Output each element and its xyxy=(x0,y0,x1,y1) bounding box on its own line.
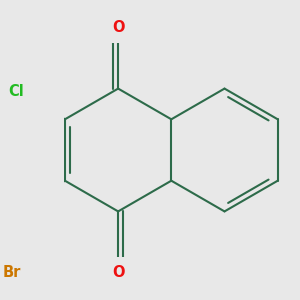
Text: Cl: Cl xyxy=(8,83,24,98)
Text: O: O xyxy=(112,265,124,280)
Text: Br: Br xyxy=(3,265,21,280)
Text: O: O xyxy=(112,20,124,35)
